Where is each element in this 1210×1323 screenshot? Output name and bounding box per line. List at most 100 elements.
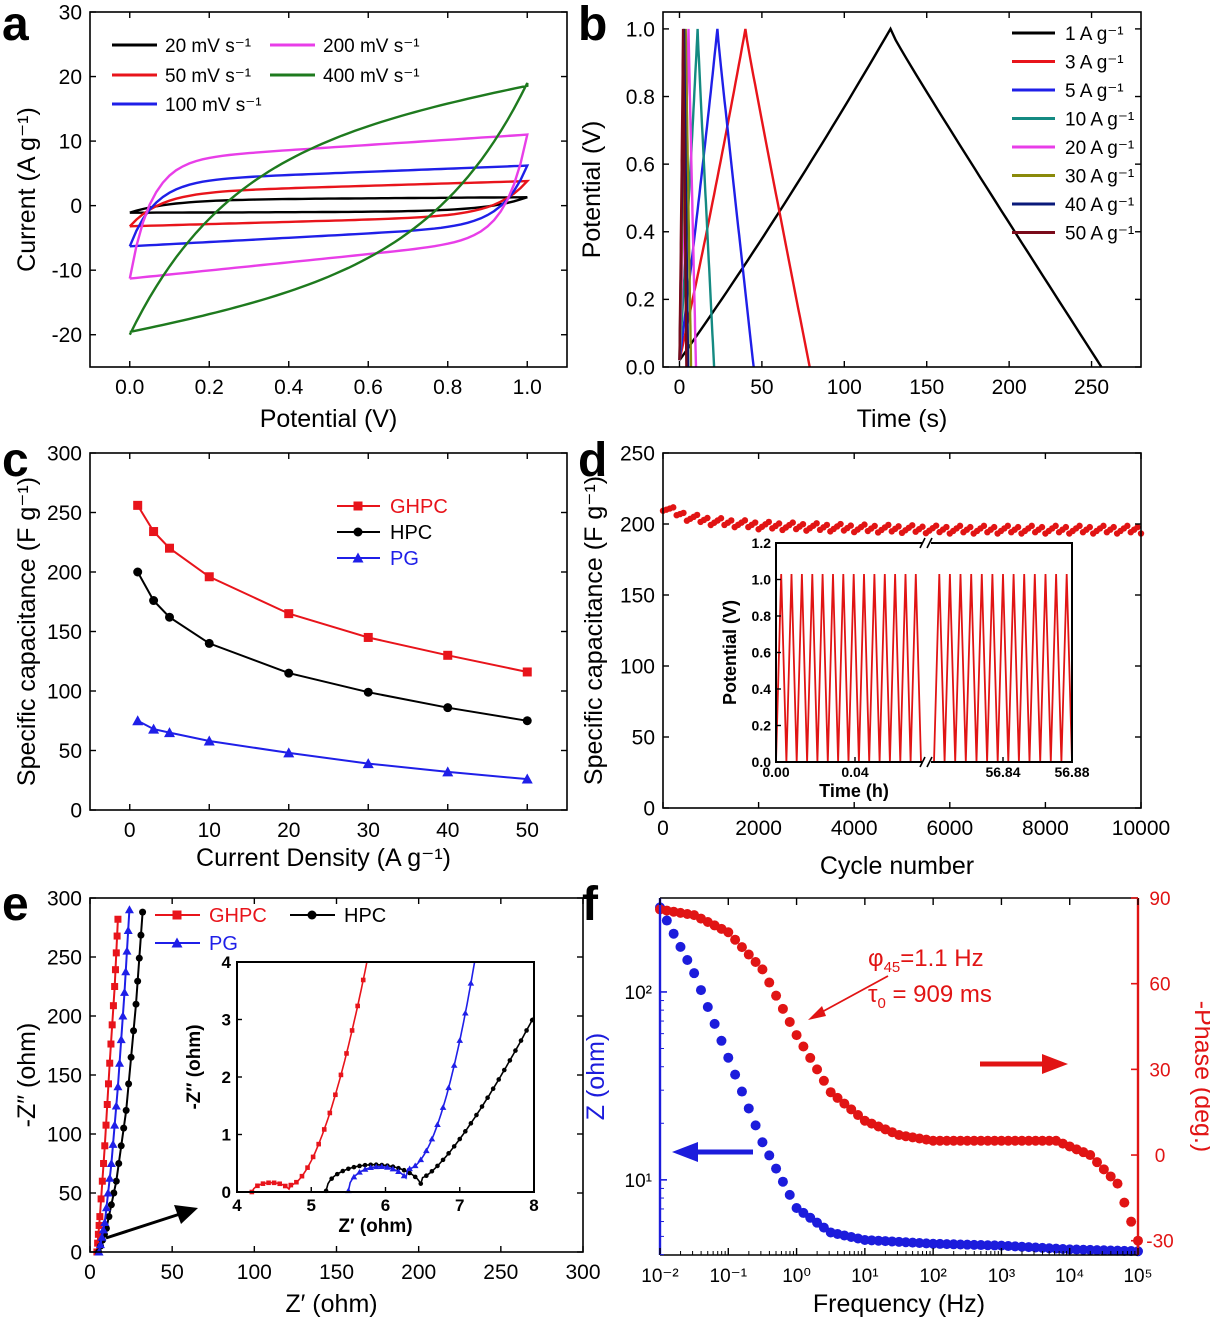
a-ytick-label-1: -10	[52, 260, 82, 283]
b-xtick-label-5: 250	[1074, 376, 1109, 399]
f-phase-point-68	[1119, 1197, 1130, 1208]
e-inset-marker-2-5	[372, 1163, 380, 1170]
d-point-24	[741, 517, 749, 524]
e-marker-HPC-12	[122, 1106, 130, 1114]
f-z-point-6	[695, 985, 706, 996]
a-ytick-label-3: 10	[59, 130, 82, 153]
e-marker-HPC-19	[137, 931, 145, 939]
e-marker-PG-6	[103, 1188, 113, 1197]
e-inset-marker-1-18	[424, 1173, 429, 1178]
c-ytick-label-5: 250	[47, 502, 82, 525]
e-inset-marker-2-21	[462, 1009, 469, 1016]
e-marker-GHPC-19	[113, 932, 121, 940]
f-ytick-left-label-1: 10²	[625, 983, 652, 1004]
d-point-10	[693, 511, 701, 519]
d-inset-xtick-label-2: 56.84	[985, 764, 1020, 780]
c-legend-label-2: PG	[390, 548, 419, 570]
e-marker-GHPC-4	[96, 1213, 104, 1221]
e-marker-HPC-11	[120, 1124, 128, 1132]
d-point-38	[789, 519, 796, 526]
e-marker-PG-9	[108, 1139, 118, 1148]
f-ytick-right-label-4: 90	[1149, 889, 1170, 910]
e-inset-marker-1-14	[401, 1167, 407, 1173]
e-inset-marker-1-36	[524, 1028, 529, 1033]
e-marker-PG-5	[101, 1203, 111, 1212]
c-marker-PG-7	[521, 773, 533, 784]
a-xtick-label-4: 0.8	[433, 376, 462, 399]
b-xtick-label-1: 50	[750, 376, 773, 399]
d-point-13	[704, 514, 711, 522]
e-marker-GHPC-7	[100, 1160, 108, 1167]
c-marker-HPC-4	[284, 668, 294, 678]
c-ylabel: Specific capacitance (F g⁻¹)	[13, 477, 41, 786]
e-ytick-label-5: 250	[47, 946, 82, 969]
f-ylabel-right: -Phase (deg.)	[1189, 1001, 1210, 1152]
e-inset-marker-1-33	[507, 1058, 513, 1063]
c-marker-GHPC-5	[363, 632, 373, 642]
d-point-83	[943, 523, 950, 531]
d-point-20	[728, 517, 735, 524]
d-point-94	[980, 522, 988, 530]
c-ytick-label-4: 200	[47, 561, 82, 584]
c-ytick-label-2: 100	[47, 680, 82, 703]
a-legend-label-1: 50 mV s⁻¹	[165, 66, 251, 87]
e-inset-marker-1-20	[435, 1163, 440, 1169]
d-point-52	[837, 520, 844, 528]
b-xtick-label-3: 150	[909, 376, 944, 399]
e-inset-line-0	[251, 961, 368, 1193]
e-inset-marker-1-34	[513, 1048, 518, 1053]
b-legend-label-6: 40 A g⁻¹	[1065, 195, 1134, 216]
d-inset-break-a-0	[919, 537, 926, 549]
b-legend-label-3: 10 A g⁻¹	[1065, 110, 1134, 131]
d-point-55	[847, 522, 854, 529]
c-marker-HPC-5	[363, 687, 373, 697]
f-phase-point-11	[730, 934, 741, 945]
d-point-125	[1086, 523, 1093, 531]
panel-label-f: f	[582, 878, 599, 931]
f-annotation-phi-symbol: φ	[868, 945, 884, 972]
e-inset-marker-1-13	[396, 1165, 401, 1171]
f-xtick-label-5: 10³	[988, 1266, 1015, 1287]
e-xlabel: Z′ (ohm)	[285, 1290, 377, 1318]
f-ytick-right-label-1: 0	[1155, 1146, 1166, 1167]
e-marker-GHPC-2	[94, 1230, 102, 1238]
e-marker-PG-2	[97, 1232, 107, 1241]
b-legend-label-1: 3 A g⁻¹	[1065, 53, 1124, 74]
b-legend-label-2: 5 A g⁻¹	[1065, 81, 1124, 102]
e-inset-marker-0-17	[344, 1051, 349, 1056]
f-phase-point-19	[784, 1016, 795, 1027]
f-z-point-19	[784, 1189, 795, 1200]
f-z-point-14	[750, 1120, 761, 1131]
c-marker-PG-2	[164, 727, 175, 738]
f-phase-point-25	[825, 1087, 836, 1098]
d-point-59	[861, 521, 868, 528]
a-legend-label-3: 200 mV s⁻¹	[323, 36, 420, 57]
b-legend-label-4: 20 A g⁻¹	[1065, 138, 1134, 159]
e-ytick-label-4: 200	[47, 1005, 82, 1028]
e-marker-GHPC-9	[102, 1121, 110, 1129]
d-ytick-label-3: 150	[620, 584, 655, 607]
f-z-point-9	[716, 1035, 727, 1046]
f-arrow-right-head	[1042, 1054, 1068, 1074]
b-ytick-label-0: 0.0	[626, 356, 655, 379]
e-inset-marker-0-10	[305, 1165, 310, 1170]
d-ytick-label-1: 50	[632, 726, 655, 749]
e-marker-HPC-6	[107, 1201, 115, 1209]
e-marker-PG-13	[115, 1058, 125, 1067]
f-z-point-4	[682, 955, 693, 966]
panel-d: 0 2000 4000 6000 8000 10000 0 50 100 150 200 250 Cyc…	[580, 442, 1170, 880]
a-xlabel: Potential (V)	[260, 405, 398, 433]
f-z-point-18	[777, 1176, 788, 1187]
e-inset-marker-2-16	[434, 1121, 441, 1127]
c-legend-marker-1-0	[353, 527, 363, 537]
gcd-curve-0	[678, 26, 1103, 368]
e-inset-marker-1-24	[457, 1136, 463, 1142]
e-inset-xtick-label-3: 7	[455, 1196, 464, 1215]
e-marker-PG-10	[110, 1120, 120, 1129]
f-arrow-left-head	[672, 1142, 698, 1162]
e-inset-marker-0-3	[266, 1180, 271, 1186]
e-ylabel: -Z″ (ohm)	[13, 1023, 41, 1128]
e-inset-marker-0-20	[360, 977, 366, 983]
a-legend-label-2: 100 mV s⁻¹	[165, 95, 262, 116]
f-phase-point-28	[846, 1104, 857, 1115]
